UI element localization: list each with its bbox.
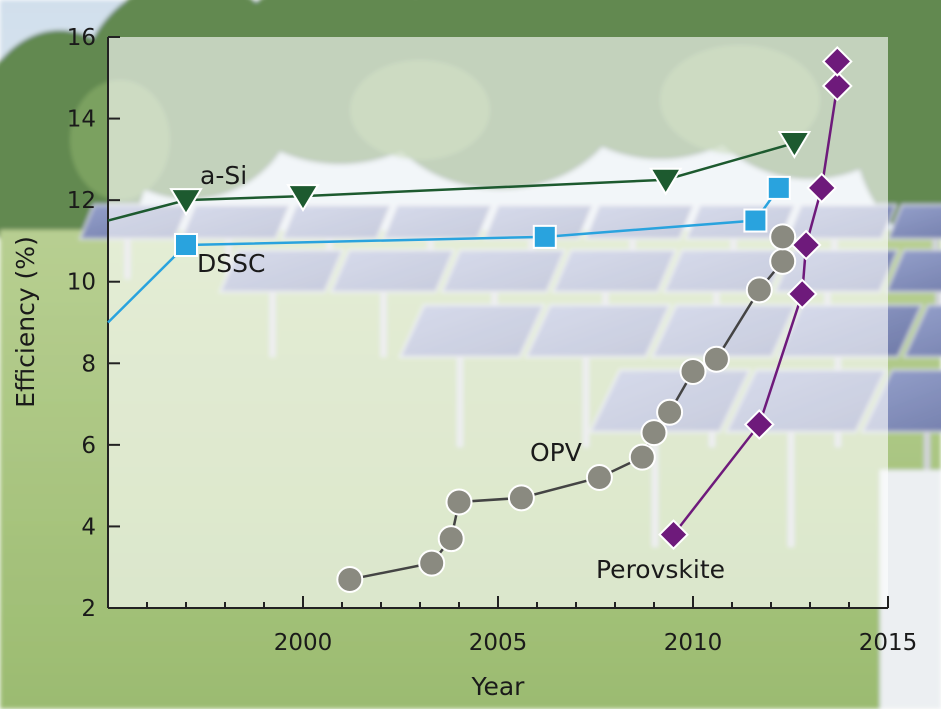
data-point bbox=[658, 519, 689, 550]
data-point bbox=[628, 443, 656, 471]
y-axis-ticks: 2 4 6 8 10 12 14 16 bbox=[67, 25, 120, 622]
data-point bbox=[656, 398, 684, 426]
data-point bbox=[790, 229, 822, 261]
data-point bbox=[786, 278, 818, 310]
data-point bbox=[821, 70, 853, 102]
data-point bbox=[806, 172, 838, 204]
y-tick-label: 10 bbox=[67, 270, 96, 296]
series-a-si bbox=[107, 131, 812, 222]
series-label-perovskite: Perovskite bbox=[596, 555, 725, 584]
y-tick-label: 8 bbox=[81, 351, 96, 377]
data-point bbox=[532, 224, 557, 249]
plot-area-wash bbox=[108, 37, 888, 608]
x-axis-ticks: 2000 2005 2010 2015 bbox=[107, 596, 918, 656]
y-axis-title: Efficiency (%) bbox=[11, 236, 40, 408]
series-perovskite bbox=[658, 46, 853, 550]
x-tick-label: 2015 bbox=[859, 630, 918, 656]
x-tick-label: 2010 bbox=[664, 630, 723, 656]
data-point bbox=[286, 184, 320, 213]
solar-panel bbox=[886, 204, 941, 240]
building-wall bbox=[880, 470, 941, 709]
y-tick-label: 6 bbox=[81, 433, 96, 459]
y-tick-label: 2 bbox=[81, 596, 96, 622]
data-point bbox=[743, 409, 775, 440]
series-label-asi: a-Si bbox=[200, 161, 247, 190]
data-point bbox=[169, 188, 203, 217]
data-point bbox=[174, 233, 198, 258]
data-point bbox=[336, 565, 364, 593]
data-point bbox=[777, 131, 812, 159]
data-point bbox=[821, 46, 853, 77]
y-tick-label: 14 bbox=[67, 107, 96, 133]
data-point bbox=[743, 208, 768, 233]
data-point bbox=[507, 484, 535, 512]
data-point bbox=[585, 463, 613, 491]
series-label-dssc: DSSC bbox=[197, 249, 265, 278]
data-point bbox=[769, 247, 797, 275]
x-tick-label: 2000 bbox=[274, 630, 333, 656]
data-point bbox=[648, 167, 683, 196]
data-point bbox=[745, 276, 773, 304]
x-tick-label: 2005 bbox=[469, 630, 528, 656]
series-label-opv: OPV bbox=[530, 438, 582, 467]
data-point bbox=[418, 549, 446, 577]
data-point bbox=[679, 357, 707, 385]
series-dssc bbox=[107, 175, 791, 324]
solar-panel bbox=[884, 249, 941, 293]
series-layer bbox=[107, 46, 853, 593]
data-point bbox=[702, 345, 730, 373]
data-point bbox=[769, 223, 797, 251]
data-point bbox=[445, 488, 473, 516]
x-axis-title: Year bbox=[471, 672, 526, 701]
data-point bbox=[437, 525, 465, 553]
y-tick-label: 16 bbox=[67, 25, 96, 51]
solar-panel bbox=[902, 304, 941, 358]
y-tick-label: 4 bbox=[81, 514, 96, 540]
data-point bbox=[640, 419, 668, 447]
y-tick-label: 12 bbox=[67, 188, 96, 214]
data-point bbox=[766, 175, 791, 200]
series-opv bbox=[336, 223, 797, 593]
